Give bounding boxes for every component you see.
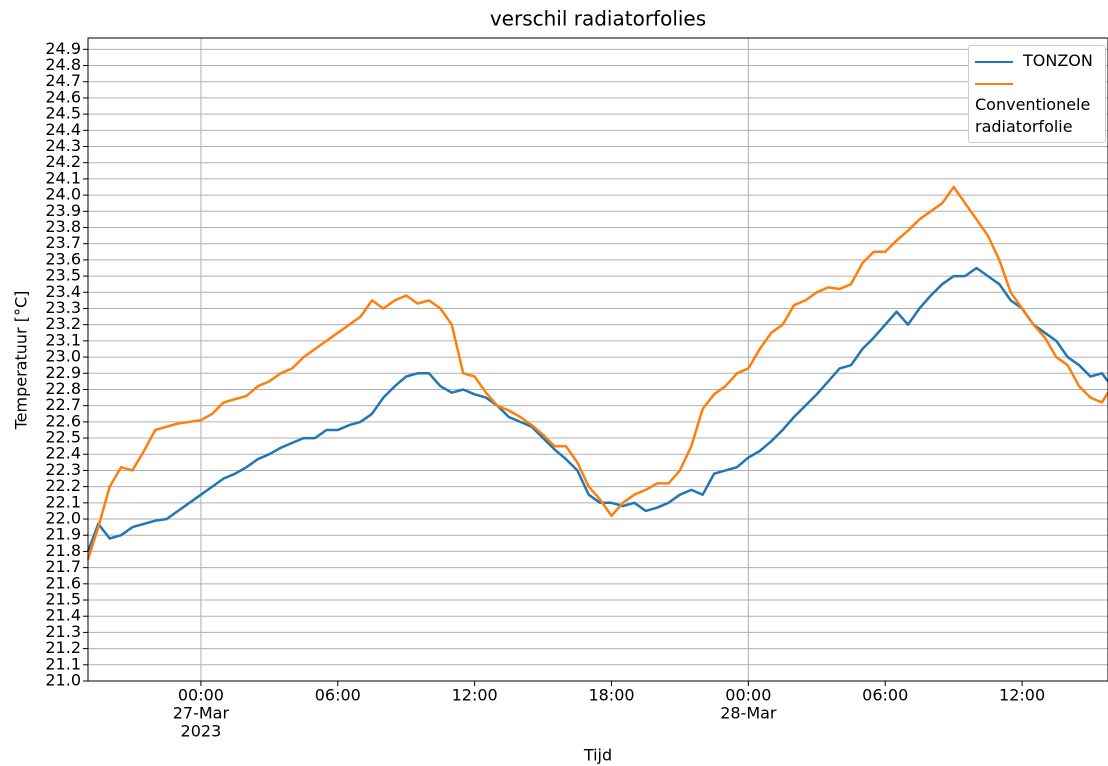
legend-swatch <box>975 60 1013 63</box>
y-tick-label: 24.9 <box>45 39 81 58</box>
chart-title: verschil radiatorfolies <box>490 7 706 31</box>
y-tick-label: 22.6 <box>45 411 81 430</box>
y-tick-label: 24.2 <box>45 152 81 171</box>
y-tick-label: 22.7 <box>45 395 81 414</box>
y-tick-label: 21.9 <box>45 525 81 544</box>
plot-frame <box>87 37 1108 682</box>
x-tick-label: 2023 <box>181 722 222 741</box>
x-tick-label: 28-Mar <box>720 704 777 723</box>
x-tick-label: 12:00 <box>999 686 1045 705</box>
y-tick-label: 22.1 <box>45 492 81 511</box>
y-tick-label: 24.7 <box>45 71 81 90</box>
y-tick-label: 23.2 <box>45 314 81 333</box>
y-tick-label: 23.3 <box>45 298 81 317</box>
y-tick-label: 21.4 <box>45 606 81 625</box>
y-tick-label: 24.8 <box>45 55 81 74</box>
y-tick-label: 23.4 <box>45 282 81 301</box>
y-tick-label: 23.1 <box>45 330 81 349</box>
legend: TONZON Conventionele radiatorfolie <box>968 45 1106 143</box>
y-tick-label: 21.6 <box>45 573 81 592</box>
legend-item: TONZON <box>975 50 1103 72</box>
x-tick-label: 00:00 <box>725 686 771 705</box>
y-tick-label: 23.8 <box>45 217 81 236</box>
y-tick-label: 21.0 <box>45 671 81 690</box>
y-tick-label: 22.8 <box>45 379 81 398</box>
y-tick-label: 21.5 <box>45 590 81 609</box>
y-tick-label: 24.4 <box>45 120 81 139</box>
legend-item: Conventionele radiatorfolie <box>975 72 1103 138</box>
y-tick-label: 24.1 <box>45 168 81 187</box>
y-tick-label: 24.6 <box>45 87 81 106</box>
y-tick-label: 23.7 <box>45 233 81 252</box>
y-tick-label: 22.4 <box>45 444 81 463</box>
x-axis-label: Tijd <box>583 746 612 765</box>
x-tick-label: 06:00 <box>315 686 361 705</box>
y-tick-label: 23.9 <box>45 201 81 220</box>
y-tick-label: 22.2 <box>45 476 81 495</box>
y-tick-label: 22.0 <box>45 509 81 528</box>
x-tick-label: 27-Mar <box>173 704 230 723</box>
x-tick-label: 00:00 <box>178 686 224 705</box>
y-tick-label: 23.5 <box>45 266 81 285</box>
y-axis-label: Temperatuur [°C] <box>12 291 31 431</box>
y-tick-label: 22.3 <box>45 460 81 479</box>
y-tick-label: 21.2 <box>45 638 81 657</box>
y-tick-label: 24.3 <box>45 136 81 155</box>
y-tick-label: 23.6 <box>45 249 81 268</box>
y-tick-label: 22.5 <box>45 428 81 447</box>
line-series <box>86 185 1108 560</box>
legend-swatch <box>975 82 1013 85</box>
y-tick-label: 21.7 <box>45 557 81 576</box>
y-tick-label: 24.0 <box>45 185 81 204</box>
y-tick-label: 23.0 <box>45 347 81 366</box>
y-tick-label: 21.1 <box>45 654 81 673</box>
legend-label: Conventionele radiatorfolie <box>975 95 1091 136</box>
y-tick-label: 22.9 <box>45 363 81 382</box>
x-tick-label: 06:00 <box>862 686 908 705</box>
y-tick-label: 21.8 <box>45 541 81 560</box>
line-series <box>86 266 1108 552</box>
y-tick-label: 24.5 <box>45 104 81 123</box>
legend-label: TONZON <box>1023 51 1093 70</box>
x-tick-label: 18:00 <box>588 686 634 705</box>
x-tick-label: 12:00 <box>452 686 498 705</box>
y-tick-label: 21.3 <box>45 622 81 641</box>
